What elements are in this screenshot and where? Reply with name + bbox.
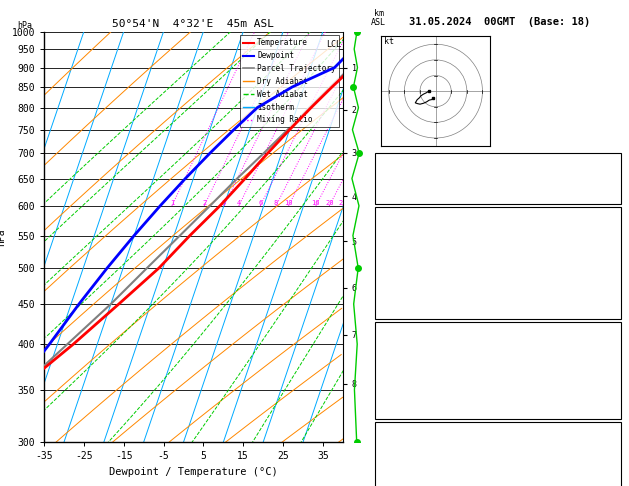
Text: 16: 16 <box>311 200 320 206</box>
Text: 2: 2 <box>202 200 206 206</box>
Text: Most Unstable: Most Unstable <box>463 324 533 333</box>
Text: 312: 312 <box>602 255 618 264</box>
Text: 4: 4 <box>237 200 241 206</box>
Text: 17: 17 <box>608 155 618 164</box>
Text: 1002: 1002 <box>597 340 618 349</box>
Text: km
ASL: km ASL <box>371 9 386 28</box>
Text: 0: 0 <box>613 402 618 411</box>
X-axis label: Dewpoint / Temperature (°C): Dewpoint / Temperature (°C) <box>109 467 278 477</box>
Text: Totals Totals: Totals Totals <box>378 171 448 180</box>
Text: 245°: 245° <box>597 471 618 480</box>
Text: 1: 1 <box>170 200 174 206</box>
Text: 6: 6 <box>258 200 262 206</box>
Text: -35: -35 <box>602 440 618 449</box>
Y-axis label: hPa: hPa <box>0 228 6 246</box>
Text: -22: -22 <box>602 455 618 465</box>
Text: EH: EH <box>378 440 389 449</box>
Text: PW (cm): PW (cm) <box>378 186 416 195</box>
Text: Temp (°C): Temp (°C) <box>378 224 426 233</box>
Text: CAPE (J): CAPE (J) <box>378 286 421 295</box>
Text: Surface: Surface <box>479 208 517 218</box>
Title: 50°54'N  4°32'E  45m ASL: 50°54'N 4°32'E 45m ASL <box>113 19 274 30</box>
Text: θᵉ (K): θᵉ (K) <box>378 355 410 364</box>
Text: K: K <box>378 155 384 164</box>
Text: StmDir: StmDir <box>378 471 410 480</box>
Text: © weatheronline.co.uk: © weatheronline.co.uk <box>376 472 481 481</box>
Text: Dewp (°C): Dewp (°C) <box>378 240 426 249</box>
Text: 270: 270 <box>602 286 618 295</box>
Text: 25: 25 <box>338 200 347 206</box>
Text: 1.74: 1.74 <box>597 186 618 195</box>
Text: 10: 10 <box>284 200 292 206</box>
Text: θᵉ(K): θᵉ(K) <box>378 255 405 264</box>
Text: 48: 48 <box>608 171 618 180</box>
Text: 8: 8 <box>274 200 278 206</box>
Text: Hodograph: Hodograph <box>474 424 522 434</box>
Text: Lifted Index: Lifted Index <box>378 271 443 280</box>
Text: CIN (J): CIN (J) <box>378 302 416 311</box>
Text: SREH: SREH <box>378 455 399 465</box>
Text: 0: 0 <box>613 302 618 311</box>
Text: 16.7: 16.7 <box>597 224 618 233</box>
Text: Lifted Index: Lifted Index <box>378 371 443 380</box>
Text: 20: 20 <box>325 200 333 206</box>
Text: CIN (J): CIN (J) <box>378 402 416 411</box>
Text: Pressure (mb): Pressure (mb) <box>378 340 448 349</box>
Text: hPa: hPa <box>17 20 32 30</box>
Legend: Temperature, Dewpoint, Parcel Trajectory, Dry Adiabat, Wet Adiabat, Isotherm, Mi: Temperature, Dewpoint, Parcel Trajectory… <box>240 35 339 127</box>
Text: 3: 3 <box>222 200 226 206</box>
Text: kt: kt <box>384 37 394 46</box>
Text: CAPE (J): CAPE (J) <box>378 386 421 396</box>
Text: 312: 312 <box>602 355 618 364</box>
Text: 270: 270 <box>602 386 618 396</box>
Text: 31.05.2024  00GMT  (Base: 18): 31.05.2024 00GMT (Base: 18) <box>409 17 591 27</box>
Text: LCL: LCL <box>326 40 341 49</box>
Text: 10.7: 10.7 <box>597 240 618 249</box>
Text: 0: 0 <box>613 371 618 380</box>
Text: 0: 0 <box>613 271 618 280</box>
